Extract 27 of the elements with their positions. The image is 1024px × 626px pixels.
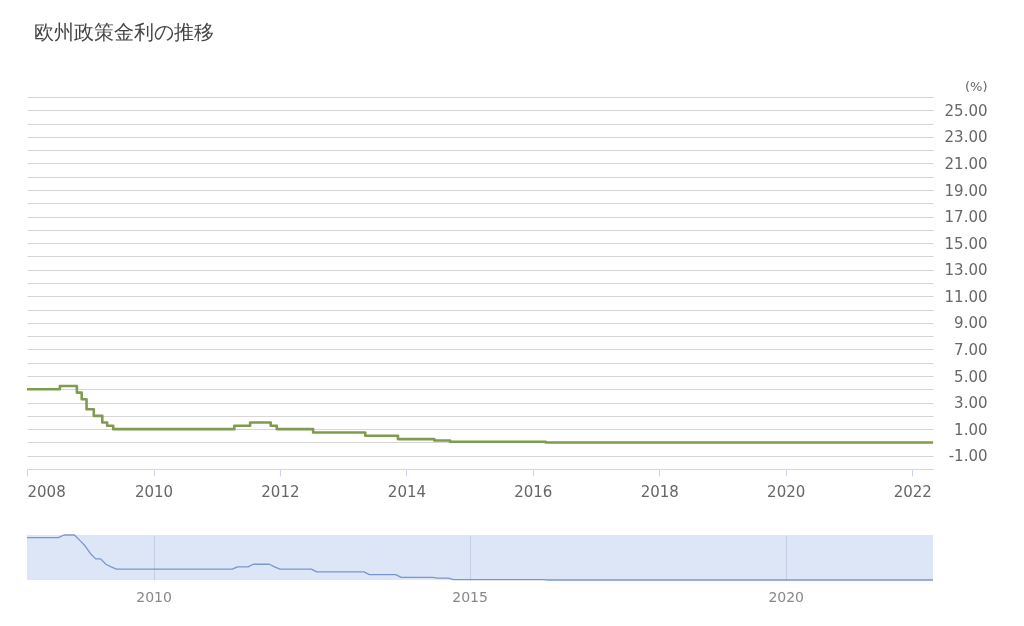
x-tick-label: 2014 [387,482,427,501]
y-tick-label: 13.00 [944,261,988,280]
x-tick-label: 2016 [514,482,553,501]
x-tick-label: 2020 [767,482,806,501]
x-tick-label: 2015 [452,588,488,605]
y-tick-label: 9.00 [954,314,988,333]
y-tick-label: -1.00 [948,447,988,466]
chart-title: 欧州政策金利の推移 [33,20,214,44]
x-tick-label: 2012 [261,482,300,501]
x-tick-label: 2010 [136,588,172,605]
y-tick-label: 23.00 [944,128,988,147]
y-tick-label: 7.00 [954,340,988,359]
y-tick-label: 1.00 [954,420,988,439]
x-tick-label: 2018 [640,482,679,501]
y-tick-label: 15.00 [944,234,988,253]
y-tick-label: 25.00 [944,101,988,120]
y-tick-label: 17.00 [944,208,988,227]
y-tick-label: 5.00 [954,367,988,386]
x-tick-label: 2020 [768,588,805,605]
x-tick-label: 2022 [893,482,932,501]
y-tick-label: 21.00 [944,154,988,173]
y-tick-label: 3.00 [954,394,988,413]
x-tick-label: 2008 [27,482,66,501]
x-tick-label: 2010 [134,482,174,501]
y-axis-title: (%) [965,78,988,94]
y-tick-label: 11.00 [944,287,988,306]
y-tick-label: 19.00 [944,181,988,200]
